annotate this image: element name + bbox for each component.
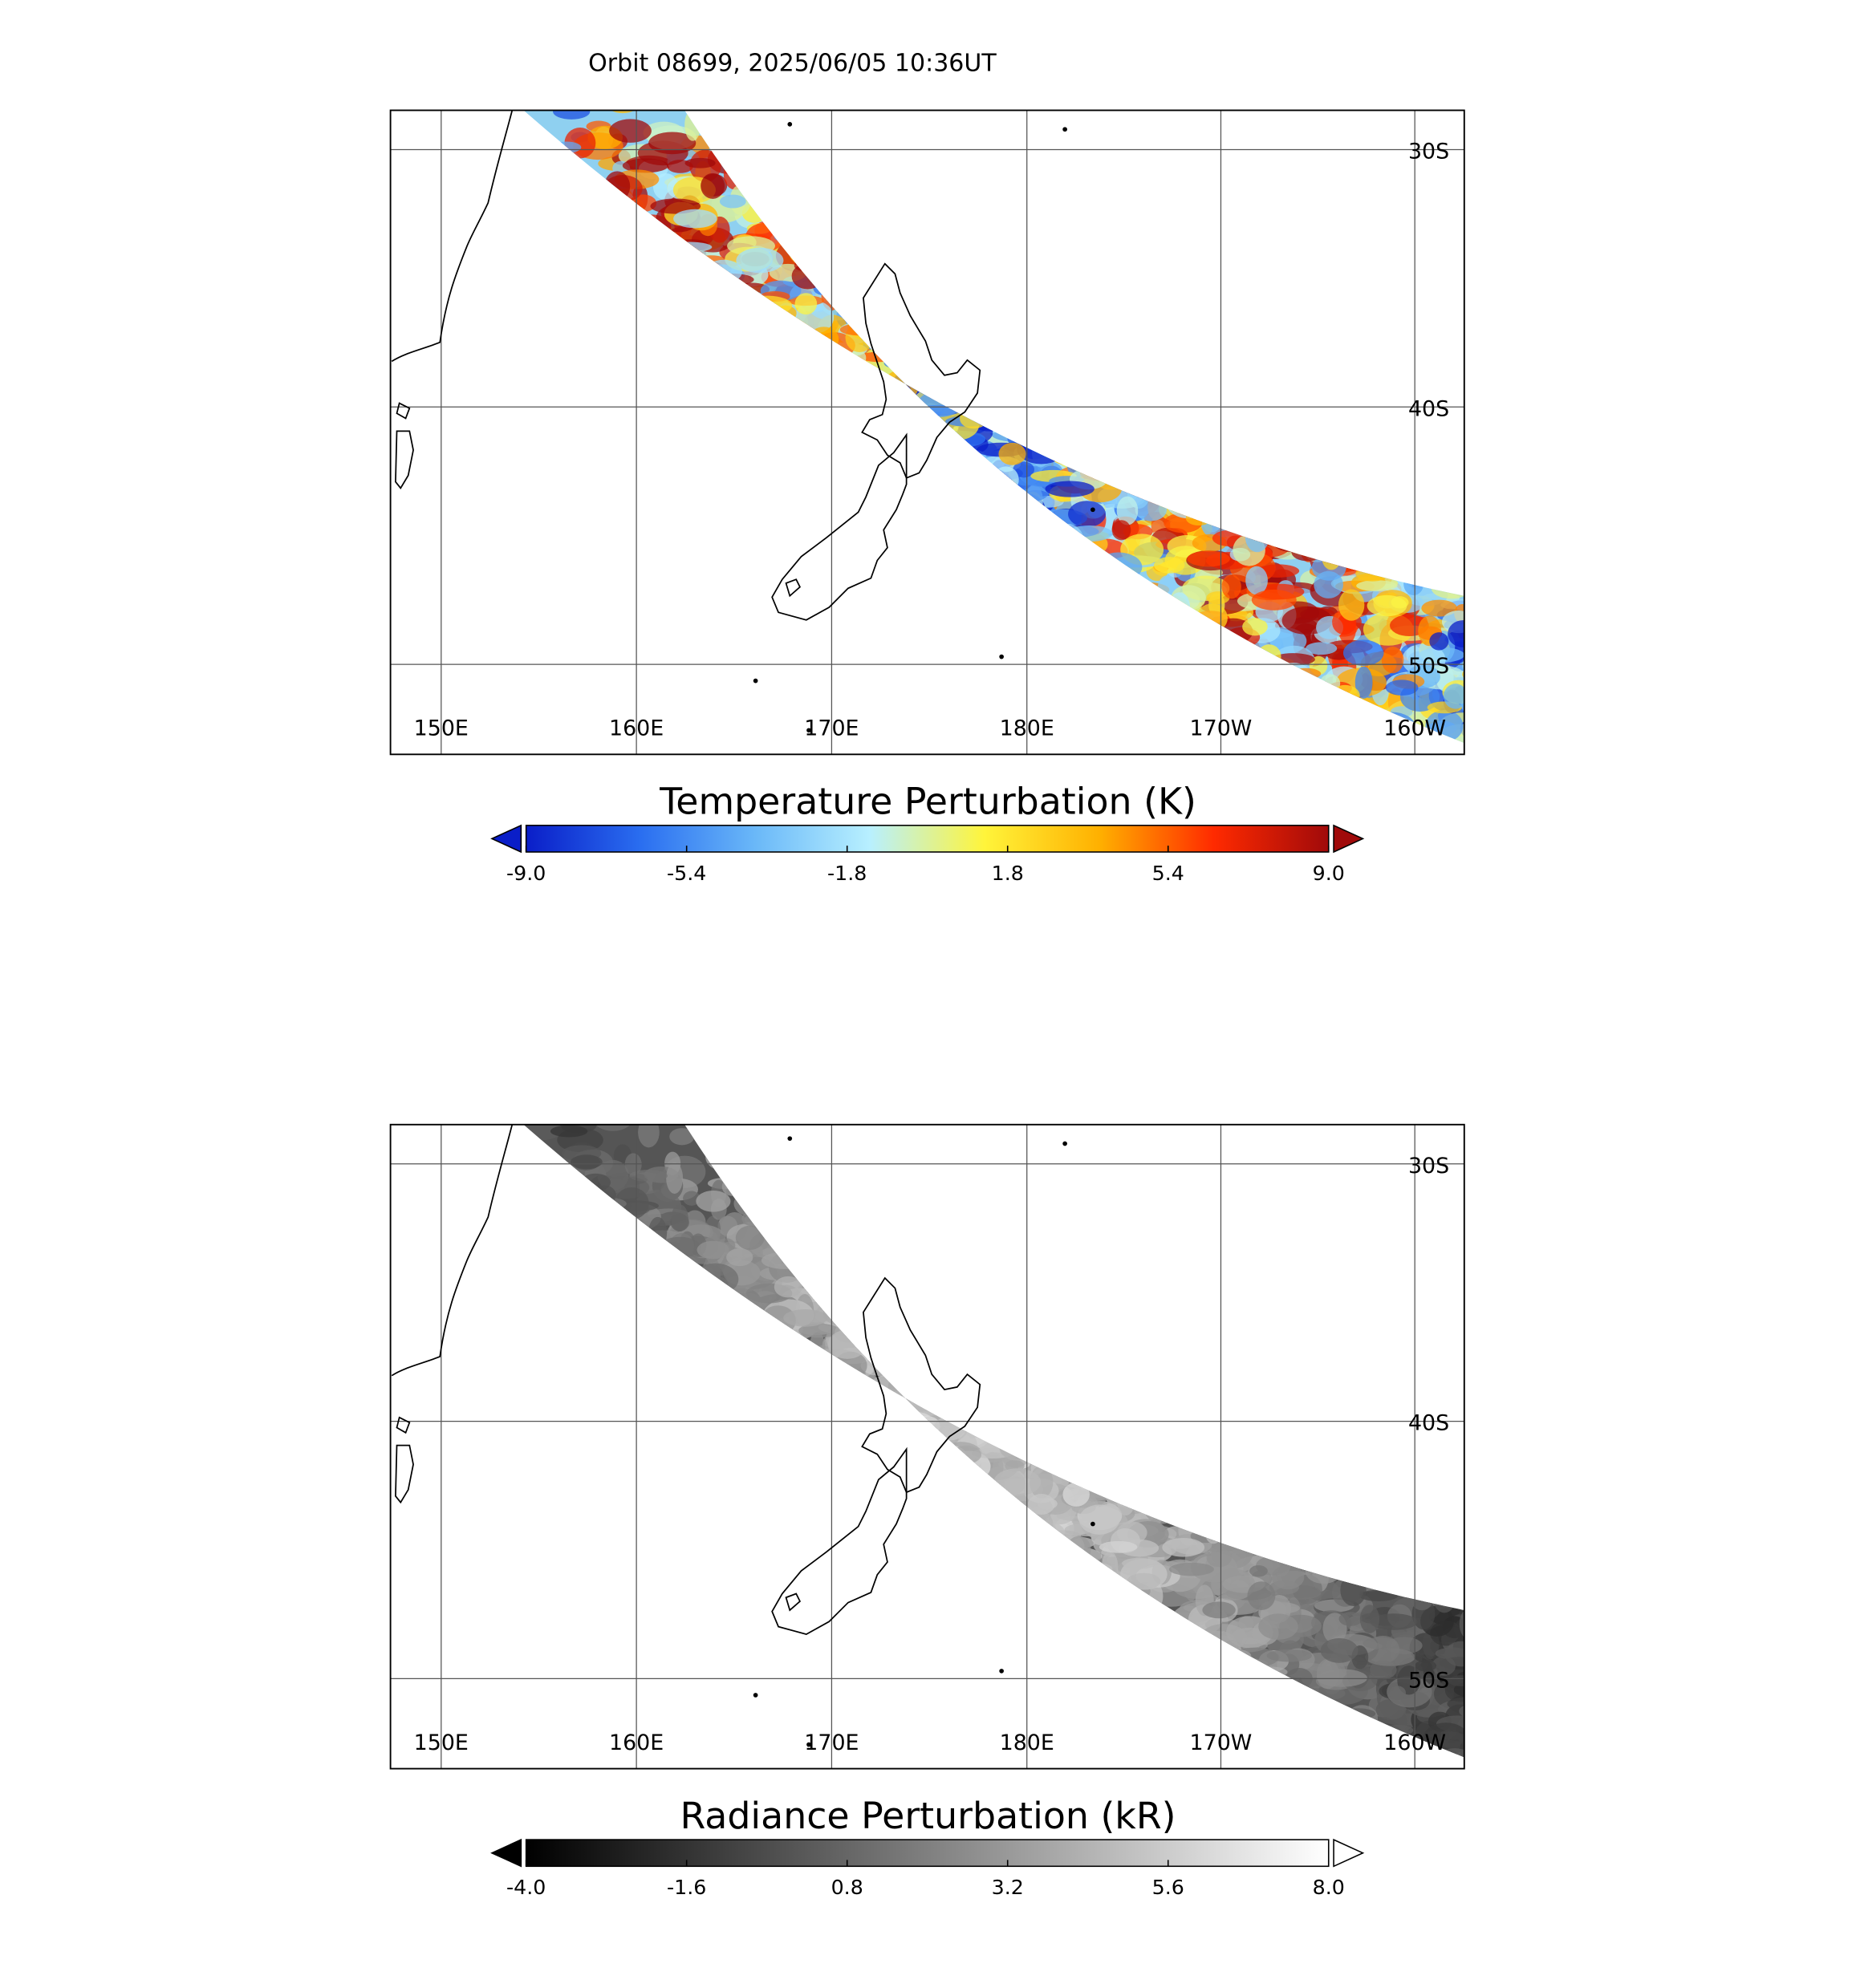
- island: [1090, 507, 1095, 513]
- map-frame: [389, 1123, 1465, 1770]
- lon-label: 170E: [804, 1730, 859, 1755]
- colorbar-tick-label: -4.0: [506, 1876, 546, 1899]
- map-panel: 150E 160E 170E 180E 170W 160W 30S 40S 50S Radianc…: [389, 1123, 1465, 1899]
- island: [1062, 127, 1067, 132]
- island: [787, 1136, 793, 1142]
- coastline: [391, 1124, 514, 1377]
- colorbar-extend-high: [1333, 1838, 1365, 1868]
- lon-label: 150E: [414, 1730, 469, 1755]
- lon-label: 160W: [1383, 716, 1446, 741]
- colorbar: [525, 1839, 1330, 1868]
- colorbar-extend-low: [490, 1838, 522, 1868]
- lon-label: 180E: [1000, 1730, 1054, 1755]
- lon-label: 160W: [1383, 1730, 1446, 1755]
- island: [753, 1693, 758, 1698]
- swath-texture: [523, 1124, 1464, 1758]
- island: [806, 1742, 811, 1747]
- island: [1090, 1521, 1095, 1527]
- lon-label: 180E: [1000, 716, 1054, 741]
- lat-label: 30S: [1408, 1154, 1449, 1179]
- colorbar-tick-label: 8.0: [1313, 1876, 1345, 1899]
- lon-label: 150E: [414, 716, 469, 741]
- island: [1062, 1141, 1067, 1146]
- colorbar-tick-label: 3.2: [992, 1876, 1024, 1899]
- colorbar-tick-label: -1.6: [667, 1876, 706, 1899]
- colorbar-extend-low: [490, 824, 522, 854]
- colorbar-tick-label: 9.0: [1313, 862, 1345, 885]
- figure-title: Orbit 08699, 2025/06/05 10:36UT: [588, 49, 997, 77]
- lon-label: 170E: [804, 716, 859, 741]
- map-panel: 150E 160E 170E 180E 170W 160W 30S 40S 50S Tempera…: [389, 109, 1465, 885]
- lon-label: 170W: [1190, 1730, 1253, 1755]
- coastline: [771, 432, 908, 621]
- lon-label: 170W: [1190, 716, 1253, 741]
- colorbar-tick-label: -1.8: [827, 862, 867, 885]
- coastline: [395, 402, 414, 489]
- colorbar-title: Temperature Perturbation (K): [659, 780, 1196, 823]
- island: [806, 728, 811, 733]
- island: [787, 122, 793, 127]
- colorbar-tick-label: 5.4: [1152, 862, 1184, 885]
- coastline: [771, 1446, 908, 1636]
- colorbar-tick-label: 0.8: [831, 1876, 863, 1899]
- lon-label: 160E: [609, 1730, 664, 1755]
- lat-label: 40S: [1408, 396, 1449, 421]
- lat-label: 30S: [1408, 140, 1449, 164]
- lon-label: 160E: [609, 716, 664, 741]
- swath-texture: [523, 110, 1464, 744]
- coastline: [395, 1416, 414, 1504]
- colorbar-title: Radiance Perturbation (kR): [680, 1794, 1176, 1837]
- coastline: [861, 262, 981, 479]
- lat-label: 50S: [1408, 654, 1449, 679]
- colorbar: [525, 825, 1330, 853]
- colorbar-tick-label: -9.0: [506, 862, 546, 885]
- colorbar-tick-label: -5.4: [667, 862, 706, 885]
- coastline: [861, 1276, 981, 1494]
- island: [999, 654, 1004, 659]
- island: [753, 678, 758, 684]
- island: [999, 1669, 1004, 1674]
- colorbar-extend-high: [1333, 824, 1365, 854]
- colorbar-tick-label: 1.8: [992, 862, 1024, 885]
- map-frame: [389, 109, 1465, 756]
- coastline: [391, 110, 514, 363]
- colorbar-tick-label: 5.6: [1152, 1876, 1184, 1899]
- lat-label: 40S: [1408, 1411, 1449, 1436]
- lat-label: 50S: [1408, 1668, 1449, 1693]
